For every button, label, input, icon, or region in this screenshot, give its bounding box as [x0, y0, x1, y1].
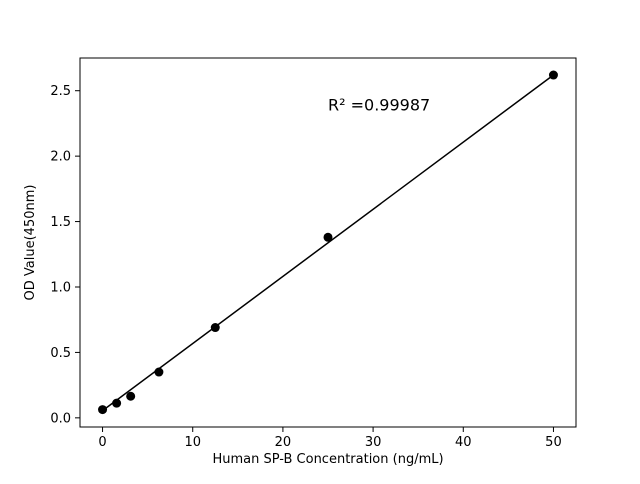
- x-axis-label: Human SP-B Concentration (ng/mL): [212, 452, 443, 467]
- axis-ticks: 0 10 20 30 40 50 0.0 0.5 1.0 1.5 2.0 2.5: [50, 84, 561, 450]
- y-axis-label: OD Value(450nm): [23, 185, 38, 301]
- x-tick-label: 30: [365, 435, 382, 450]
- plot-frame: [79, 57, 577, 428]
- fit-line: [102, 74, 554, 412]
- y-tick-label: 1.5: [50, 215, 71, 230]
- data-point: [98, 405, 108, 415]
- y-tick-label: 1.0: [50, 280, 71, 295]
- data-point: [154, 367, 164, 377]
- data-point: [323, 232, 333, 242]
- x-tick-label: 0: [98, 435, 106, 450]
- x-tick-label: 50: [545, 435, 562, 450]
- data-point: [112, 398, 122, 408]
- x-tick-label: 40: [455, 435, 472, 450]
- y-tick-label: 0.0: [50, 411, 71, 426]
- x-tick-label: 10: [184, 435, 201, 450]
- x-tick-label: 20: [275, 435, 292, 450]
- data-point: [548, 70, 558, 80]
- y-tick-label: 2.5: [50, 84, 71, 99]
- data-series: [98, 70, 558, 415]
- y-tick-label: 0.5: [50, 346, 71, 361]
- r-squared-annotation: R² =0.99987: [328, 95, 430, 114]
- data-point: [126, 391, 136, 401]
- y-tick-label: 2.0: [50, 150, 71, 165]
- data-point: [210, 323, 220, 333]
